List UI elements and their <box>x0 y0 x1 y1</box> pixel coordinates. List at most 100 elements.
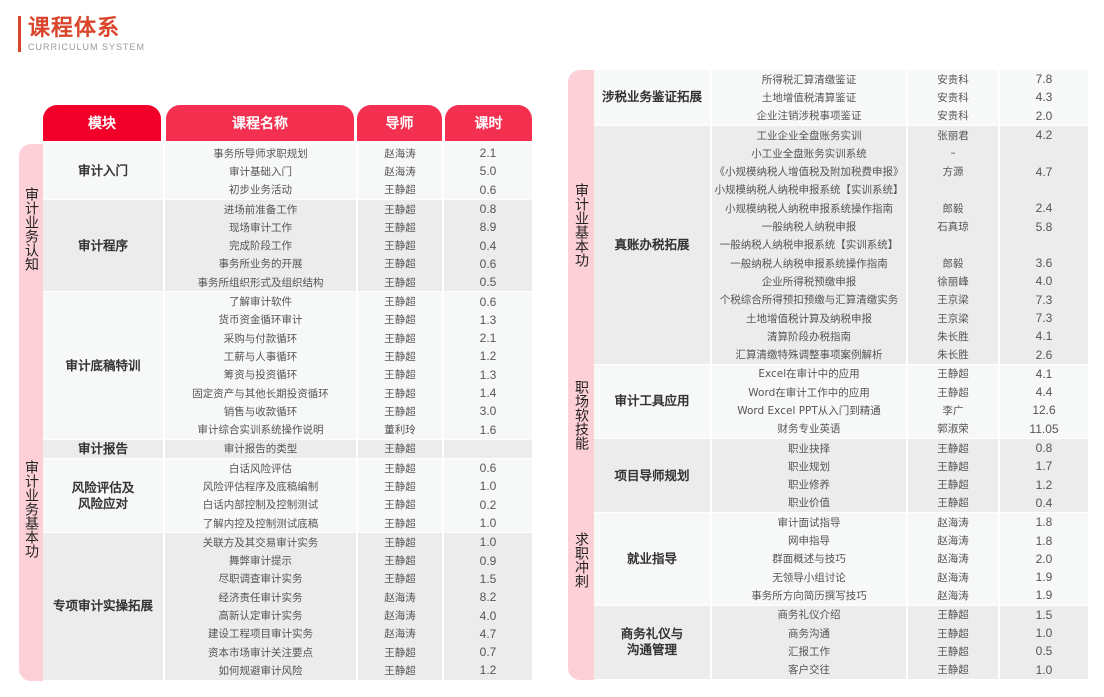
table-row: 尽职调查审计实务 王静超 1.5 <box>165 569 532 589</box>
title-accent-bar <box>18 16 21 52</box>
teacher-cell: 王静超 <box>358 180 444 199</box>
teacher-cell: 赵海涛 <box>908 568 1000 587</box>
module-name: 涉税业务鉴证拓展 <box>594 70 712 125</box>
teacher-cell: 方源 <box>908 162 1000 181</box>
table-row: 工薪与人事循环 王静超 1.2 <box>165 347 532 366</box>
module-group: 项目导师规划 职业抉择 王静超 0.8 职业规划 王静超 1.7 职业修养 王静超 1.2 职业价值… <box>594 438 1088 514</box>
hours-cell: 4.2 <box>1035 128 1053 143</box>
teacher-cell: 赵海涛 <box>358 624 444 644</box>
hours-cell: 2.0 <box>1035 108 1053 123</box>
teacher-cell <box>908 235 1000 254</box>
module-group: 商务礼仪与 沟通管理 商务礼仪介绍 王静超 1.5 商务沟通 王静超 1.0 汇报工作 王静超 0… <box>594 605 1088 680</box>
table-row: 客户交往 王静超 1.0 <box>712 660 1088 679</box>
teacher-cell: 王静超 <box>358 477 444 496</box>
hours-cell: 0.4 <box>1035 495 1053 510</box>
teacher-cell: 赵海涛 <box>908 531 1000 550</box>
course-cell: 商务礼仪介绍 <box>712 605 908 624</box>
hours-cell: 4.1 <box>1035 329 1053 344</box>
module-group: 审计程序 进场前准备工作 王静超 0.8 现场审计工作 王静超 8.9 完成阶段工作 王静超 0.… <box>43 199 532 293</box>
table-row: 商务沟通 王静超 1.0 <box>712 623 1088 643</box>
teacher-cell: 王静超 <box>358 292 444 311</box>
teacher-cell: 石真琼 <box>908 217 1000 236</box>
module-name: 项目导师规划 <box>594 438 712 513</box>
course-cell: 尽职调查审计实务 <box>165 569 358 589</box>
table-row: 现场审计工作 王静超 8.9 <box>165 218 532 237</box>
course-cell: 筹资与投资循环 <box>165 365 358 384</box>
teacher-cell: 王静超 <box>908 364 1000 384</box>
course-cell: 土地增值税清算鉴证 <box>712 88 908 107</box>
table-row: 所得税汇算清缴鉴证 安贵科 7.8 <box>712 70 1088 89</box>
hours-cell: 7.8 <box>1035 72 1053 87</box>
teacher-cell: 王静超 <box>358 459 444 478</box>
table-row: 职业抉择 王静超 0.8 <box>712 438 1088 458</box>
hours-cell <box>1000 181 1088 199</box>
course-cell: 个税综合所得预扣预缴与汇算清缴实务 <box>712 290 908 309</box>
hours-cell: 0.6 <box>479 294 497 309</box>
hours-cell: 2.6 <box>1035 347 1053 362</box>
table-row: 资本市场审计关注要点 王静超 0.7 <box>165 643 532 662</box>
teacher-cell: 王静超 <box>358 439 444 459</box>
hours-cell: 1.0 <box>479 479 497 494</box>
teacher-cell: 李广 <box>908 401 1000 420</box>
hours-cell: 4.0 <box>479 608 497 623</box>
hours-cell: 5.8 <box>1035 219 1053 234</box>
teacher-cell: 徐丽峰 <box>908 272 1000 291</box>
course-cell: 工薪与人事循环 <box>165 347 358 366</box>
teacher-cell: 王静超 <box>358 402 444 421</box>
course-cell: 经济责任审计实务 <box>165 588 358 607</box>
page-title: 课程体系 <box>28 16 121 41</box>
module-name: 专项审计实操拓展 <box>43 533 165 680</box>
teacher-cell: – <box>908 144 1000 163</box>
module-name: 风险评估及 风险应对 <box>43 459 165 533</box>
hours-cell: 4.3 <box>1035 90 1053 105</box>
course-cell: 职业规划 <box>712 457 908 476</box>
hours-cell: 7.3 <box>1035 292 1053 307</box>
course-cell: 货币资金循环审计 <box>165 310 358 329</box>
hours-cell: 2.1 <box>479 331 497 346</box>
table-row: 舞弊审计提示 王静超 0.9 <box>165 551 532 570</box>
table-row: 职业价值 王静超 0.4 <box>712 493 1088 513</box>
teacher-cell: 王静超 <box>908 438 1000 458</box>
table-row: 事务所业务的开展 王静超 0.6 <box>165 254 532 274</box>
teacher-cell: 郭淑荣 <box>908 419 1000 438</box>
teacher-cell: 王静超 <box>358 310 444 329</box>
course-cell: 一般纳税人纳税申报系统【实训系统】 <box>712 235 908 254</box>
table-row: 无领导小组讨论 赵海涛 1.9 <box>712 568 1088 587</box>
left-curriculum-table: 审计业务认知 审计业务基本功 审计入门 事务所导师求职规划 赵海涛 2.1 审计基础入门 赵海… <box>19 144 532 681</box>
course-cell: 了解审计软件 <box>165 292 358 311</box>
course-cell: 一般纳税人纳税申报 <box>712 217 908 236</box>
course-cell: 舞弊审计提示 <box>165 551 358 570</box>
course-cell: 了解内控及控制测试底稿 <box>165 513 358 533</box>
table-row: 清算阶段办税指南 朱长胜 4.1 <box>712 327 1088 346</box>
module-name: 商务礼仪与 沟通管理 <box>594 605 712 679</box>
teacher-cell: 王静超 <box>358 661 444 680</box>
hours-cell: 0.8 <box>479 202 497 217</box>
course-cell: 汇报工作 <box>712 642 908 661</box>
page-subtitle: CURRICULUM SYSTEM <box>28 42 146 52</box>
course-cell: 事务所导师求职规划 <box>165 144 358 163</box>
teacher-cell: 王静超 <box>358 513 444 533</box>
course-cell: 完成阶段工作 <box>165 236 358 255</box>
teacher-cell: 王京梁 <box>908 290 1000 309</box>
teacher-cell: 王静超 <box>358 328 444 348</box>
table-row: 了解内控及控制测试底稿 王静超 1.0 <box>165 513 532 533</box>
course-cell: Excel在审计中的应用 <box>712 364 908 384</box>
table-row: 采购与付款循环 王静超 2.1 <box>165 328 532 348</box>
hours-cell: 12.6 <box>1032 403 1056 418</box>
table-row: 一般纳税人纳税申报系统操作指南 郎毅 3.6 <box>712 253 1088 273</box>
course-cell: 风险评估程序及底稿编制 <box>165 477 358 496</box>
hours-cell: 1.9 <box>1035 588 1053 603</box>
table-row: 了解审计软件 王静超 0.6 <box>165 292 532 311</box>
course-cell: 网申指导 <box>712 531 908 550</box>
course-cell: 高新认定审计实务 <box>165 606 358 625</box>
teacher-cell: 王静超 <box>358 254 444 274</box>
course-cell: 事务所业务的开展 <box>165 254 358 274</box>
category-label: 求职冲刺 <box>573 532 589 588</box>
hours-cell: 8.2 <box>479 590 497 605</box>
course-cell: 事务所组织形式及组织结构 <box>165 273 358 292</box>
course-cell: 职业价值 <box>712 493 908 513</box>
module-group: 就业指导 审计面试指导 赵海涛 1.8 网申指导 赵海涛 1.8 群面概述与技巧 赵海涛 2.0 无… <box>594 513 1088 606</box>
category-label: 审计业务基本功 <box>23 460 39 558</box>
table-row: 固定资产与其他长期投资循环 王静超 1.4 <box>165 383 532 403</box>
course-cell: 所得税汇算清缴鉴证 <box>712 70 908 89</box>
